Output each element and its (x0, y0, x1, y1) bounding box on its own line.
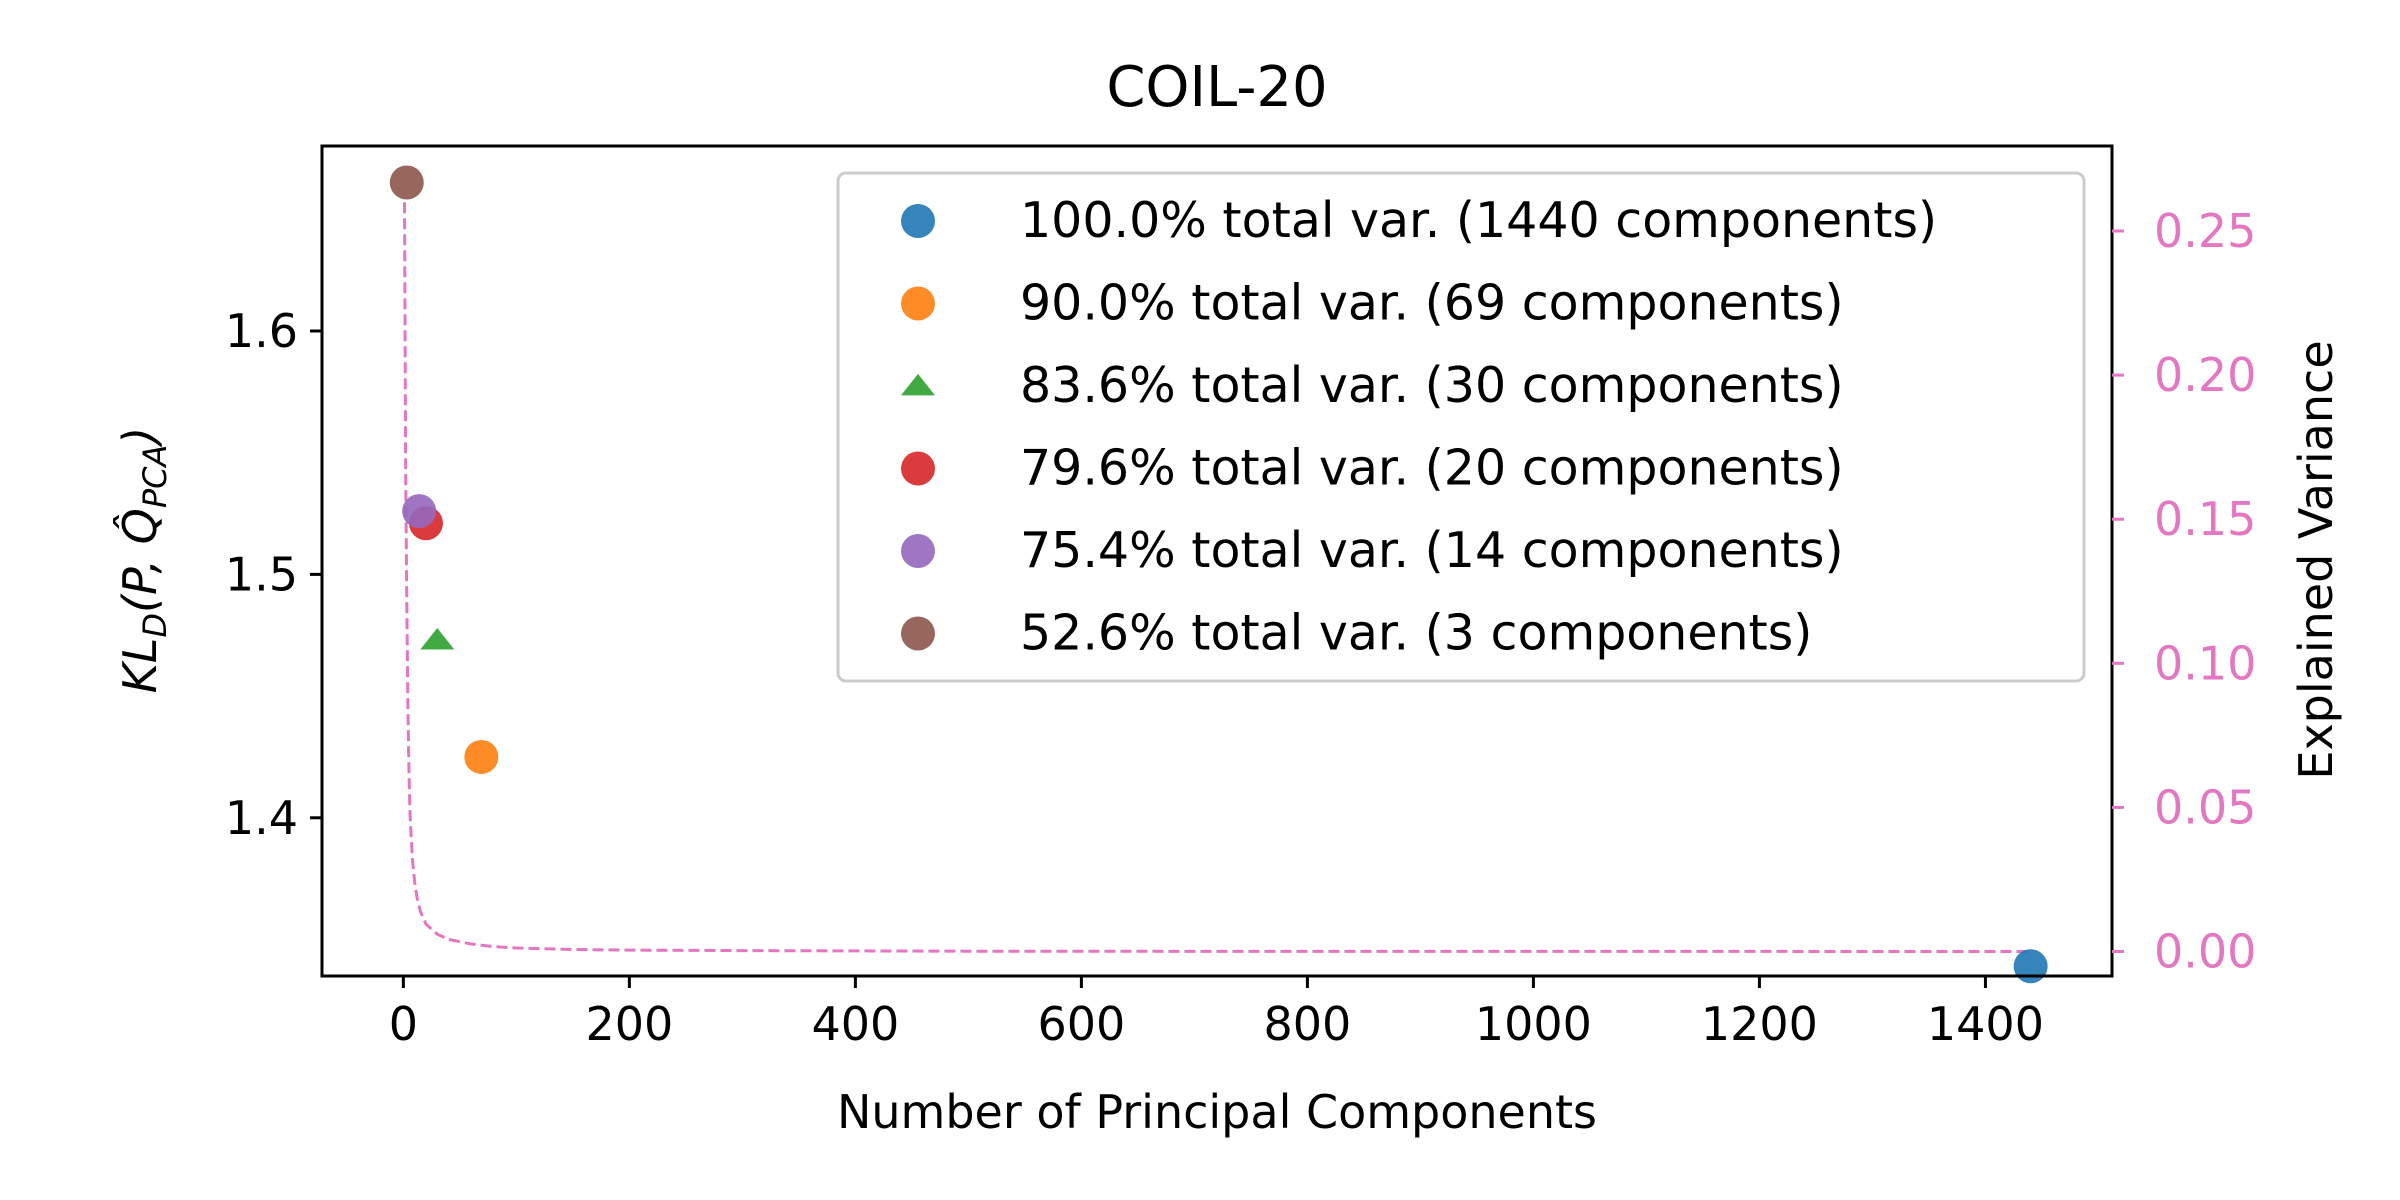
legend-marker (901, 451, 935, 486)
legend-marker (901, 534, 935, 568)
right-tick-label: 0.05 (2154, 780, 2256, 834)
y-label-args-before: (P, (113, 544, 167, 613)
legend-label: 75.4% total var. (14 components) (1020, 522, 1844, 579)
y-axis-label-text: KLD(P, Q̂PCA) (113, 427, 174, 694)
x-axis-ticks: 0 200 400 600 800 1000 1200 1400 (389, 976, 2044, 1051)
y-label-args-after: ) (113, 427, 167, 448)
data-point (464, 739, 499, 774)
y-label-base: KL (113, 638, 167, 694)
legend-label: 83.6% total var. (30 components) (1020, 357, 1844, 414)
right-tick-label: 0.25 (2154, 204, 2256, 258)
chart-title: COIL-20 (1106, 55, 1327, 120)
right-tick-label: 0.20 (2154, 348, 2256, 402)
y-label-base-sub: D (136, 613, 174, 638)
plot-frame (320, 144, 2114, 978)
data-point (420, 627, 455, 650)
x-tick-label: 800 (1263, 997, 1351, 1051)
x-tick-label: 0 (389, 997, 418, 1051)
y-tick-label: 1.6 (225, 304, 298, 358)
x-tick-label: 1200 (1701, 997, 1818, 1051)
legend-marker (901, 286, 935, 321)
x-axis-label: Number of Principal Components (837, 1085, 1597, 1139)
x-tick-label: 1400 (1927, 997, 2044, 1051)
right-tick-label: 0.00 (2154, 925, 2256, 979)
y-label-q-sub: PCA (136, 445, 174, 509)
legend: 100.0% total var. (1440 components) 90.0%… (836, 171, 2086, 683)
legend-box (836, 171, 2086, 683)
right-axis-ticks: 0.00 0.05 0.10 0.15 0.20 0.25 (2112, 204, 2256, 979)
legend-items: 100.0% total var. (1440 components) 90.0%… (901, 192, 1937, 662)
x-tick-label: 1000 (1475, 997, 1592, 1051)
legend-marker (901, 373, 935, 396)
y-tick-label: 1.5 (225, 547, 298, 601)
right-tick-label: 0.15 (2154, 492, 2256, 546)
x-tick-label: 400 (811, 997, 899, 1051)
y-axis-label: KLD(P, Q̂PCA) (113, 427, 174, 694)
legend-label: 52.6% total var. (3 components) (1020, 605, 1812, 662)
y-tick-label: 1.4 (225, 791, 298, 845)
x-tick-label: 600 (1037, 997, 1125, 1051)
right-tick-label: 0.10 (2154, 636, 2256, 690)
legend-marker (901, 616, 935, 651)
data-point (2013, 949, 2048, 984)
legend-marker (901, 204, 935, 238)
explained-variance-curve-layer (403, 202, 2031, 953)
y-axis-ticks: 1.4 1.5 1.6 (225, 304, 322, 845)
y-label-q: Q̂ (113, 508, 167, 544)
explained-variance-line (403, 202, 2031, 953)
legend-label: 90.0% total var. (69 components) (1020, 275, 1844, 332)
x-tick-label: 200 (585, 997, 673, 1051)
data-point (402, 494, 437, 529)
legend-label: 100.0% total var. (1440 components) (1020, 192, 1937, 249)
right-axis-label: Explained Variance (2289, 340, 2343, 779)
data-point (389, 165, 424, 200)
legend-label: 79.6% total var. (20 components) (1020, 440, 1844, 497)
